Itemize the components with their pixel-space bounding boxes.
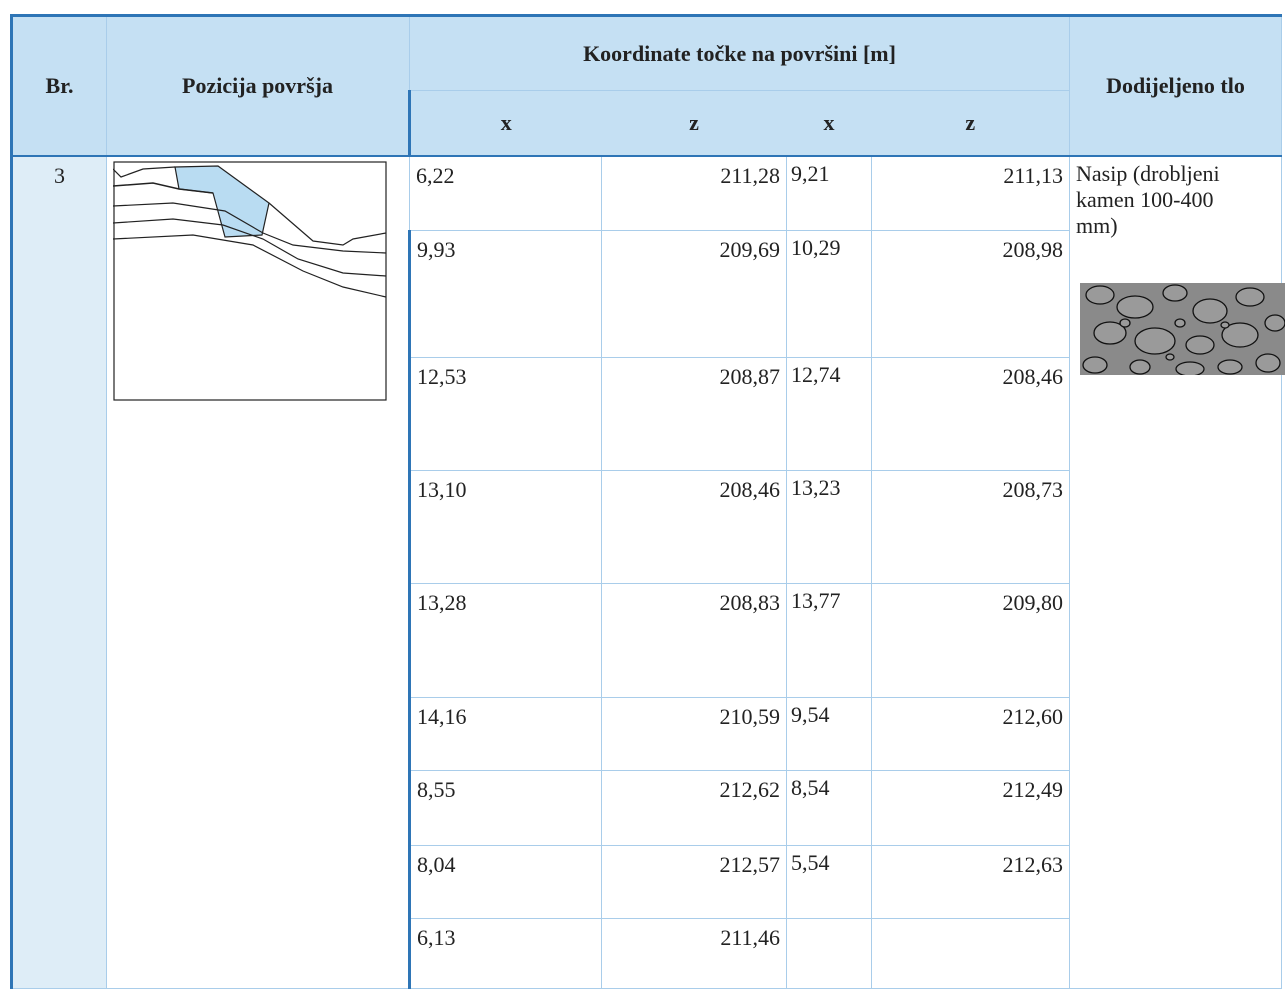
- coordinate-value: 212,57: [601, 845, 787, 919]
- coordinate-value: 211,46: [601, 918, 787, 989]
- coordinate-value: 9,54: [786, 697, 872, 771]
- coordinate-value: 208,83: [601, 583, 787, 698]
- position-cell: [106, 155, 410, 989]
- coordinate-value: 211,28: [601, 155, 787, 231]
- coordinate-value: 212,60: [870, 697, 1071, 771]
- coordinate-value: 8,54: [786, 770, 872, 846]
- coordinate-value: 8,55: [408, 770, 602, 846]
- table-row: 3 6,22 211,28 9,21 211,13 Nasip (drobljeni ka…: [10, 155, 1286, 989]
- coordinate-value: 13,28: [408, 583, 602, 698]
- coordinate-value: 212,49: [870, 770, 1071, 846]
- coordinates-table: Br. Pozicija površja Koordinate točke na…: [10, 14, 1286, 989]
- table-row: 13,28 208,83 13,77 209,80: [12, 583, 1282, 698]
- coordinate-value: 208,98: [870, 230, 1071, 358]
- coordinate-value: 5,54: [786, 845, 872, 919]
- coordinate-value: 208,46: [870, 357, 1071, 471]
- table-row: 12,53 208,87 12,74 208,46: [12, 357, 1282, 471]
- coordinate-value: 14,16: [408, 697, 602, 771]
- header-axis: z: [601, 90, 787, 157]
- table-row: 9,93 209,69 10,29 208,98: [12, 230, 1282, 358]
- coordinate-value: 9,93: [408, 230, 602, 358]
- table-row: 6,13 211,46: [12, 918, 1282, 989]
- header-position: Pozicija površja: [106, 14, 410, 157]
- header-soil: Dodijeljeno tlo: [1069, 14, 1283, 157]
- coordinate-value: 13,23: [786, 470, 872, 584]
- coordinate-value: 209,69: [601, 230, 787, 358]
- coordinate-value: 8,04: [408, 845, 602, 919]
- table-row: 8,04 212,57 5,54 212,63: [12, 845, 1282, 919]
- coordinate-value: 209,80: [870, 583, 1071, 698]
- coordinate-value: 210,59: [601, 697, 787, 771]
- empty-cell: [870, 918, 1071, 989]
- coordinate-value: 208,46: [601, 470, 787, 584]
- soil-pattern: [1080, 282, 1286, 375]
- coordinate-value: 212,62: [601, 770, 787, 846]
- header-coordinates: Koordinate točke na površini [m]: [408, 14, 1071, 91]
- header-axis: x: [408, 90, 602, 157]
- slope-sketch: [113, 160, 387, 401]
- header-number: Br.: [10, 14, 107, 157]
- coordinate-value: 6,13: [408, 918, 602, 989]
- empty-cell: [786, 918, 872, 989]
- coordinate-value: 12,74: [786, 357, 872, 471]
- coordinate-value: 208,87: [601, 357, 787, 471]
- coordinate-value: 13,77: [786, 583, 872, 698]
- soil-cell: Nasip (drobljeni kamen 100-400 mm): [1069, 155, 1286, 989]
- header-axis: x: [786, 90, 872, 157]
- table-row: 8,55 212,62 8,54 212,49: [12, 770, 1282, 846]
- header-axis: z: [871, 90, 1070, 157]
- coordinate-value: 208,73: [870, 470, 1071, 584]
- coordinate-value: 212,63: [870, 845, 1071, 919]
- coordinate-value: 12,53: [408, 357, 602, 471]
- soil-name: Nasip (drobljeni kamen 100-400 mm): [1076, 160, 1220, 238]
- coordinate-value: 10,29: [786, 230, 872, 358]
- coordinate-value: 211,13: [870, 155, 1071, 231]
- coordinate-value: 9,21: [786, 155, 872, 231]
- coordinate-value: 6,22: [409, 155, 602, 231]
- coordinate-value: 13,10: [408, 470, 602, 584]
- row-number: 3: [10, 155, 107, 989]
